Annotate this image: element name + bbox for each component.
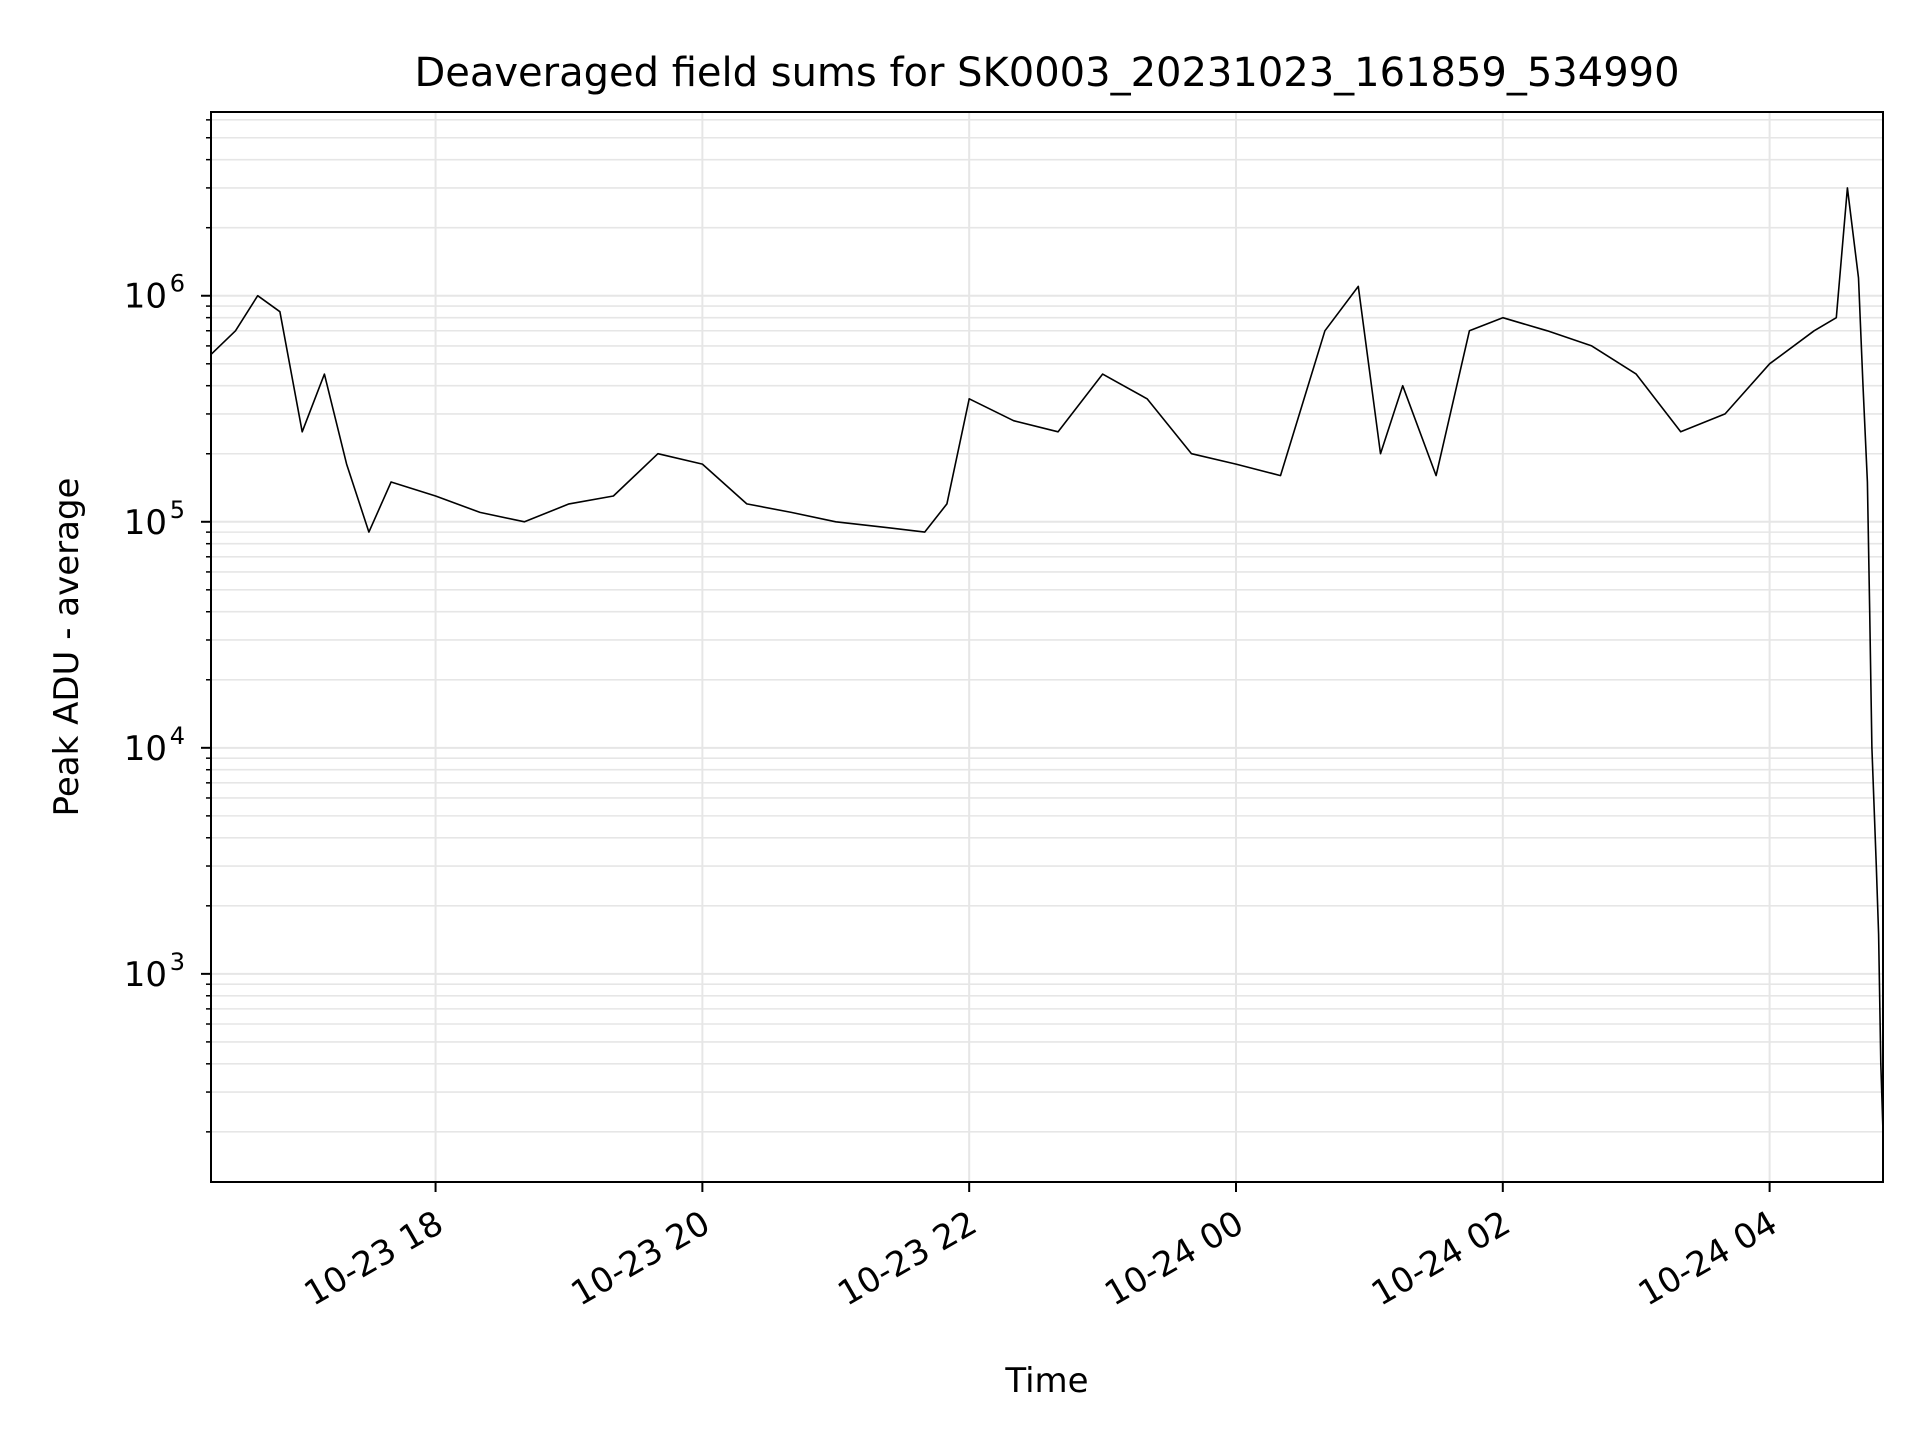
y-axis-label: Peak ADU - average (47, 478, 87, 817)
plot-frame (210, 111, 1884, 1183)
y-tick-exponent: 3 (170, 948, 185, 976)
grid (211, 112, 1883, 1182)
y-tick-label: 10 (124, 729, 167, 769)
chart-title: Deaveraged field sums for SK0003_2023102… (414, 50, 1679, 96)
y-tick-exponent: 5 (170, 496, 185, 524)
series-line (210, 187, 1884, 1132)
y-tick-label: 10 (124, 503, 167, 543)
data-layer (210, 187, 1884, 1132)
y-tick-exponent: 4 (170, 722, 185, 750)
x-axis-label: Time (1004, 1361, 1088, 1401)
y-tick-label: 10 (124, 277, 167, 317)
y-tick-label: 10 (124, 955, 167, 995)
y-tick-exponent: 6 (170, 270, 185, 298)
